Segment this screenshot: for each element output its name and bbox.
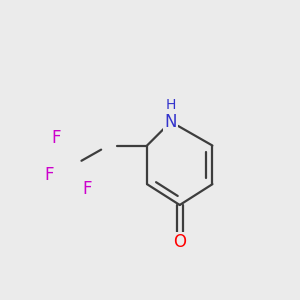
Text: O: O [173,233,186,251]
Text: H: H [166,98,176,112]
Text: F: F [83,180,92,198]
Text: N: N [165,113,177,131]
Text: F: F [44,166,54,184]
Text: F: F [52,129,61,147]
